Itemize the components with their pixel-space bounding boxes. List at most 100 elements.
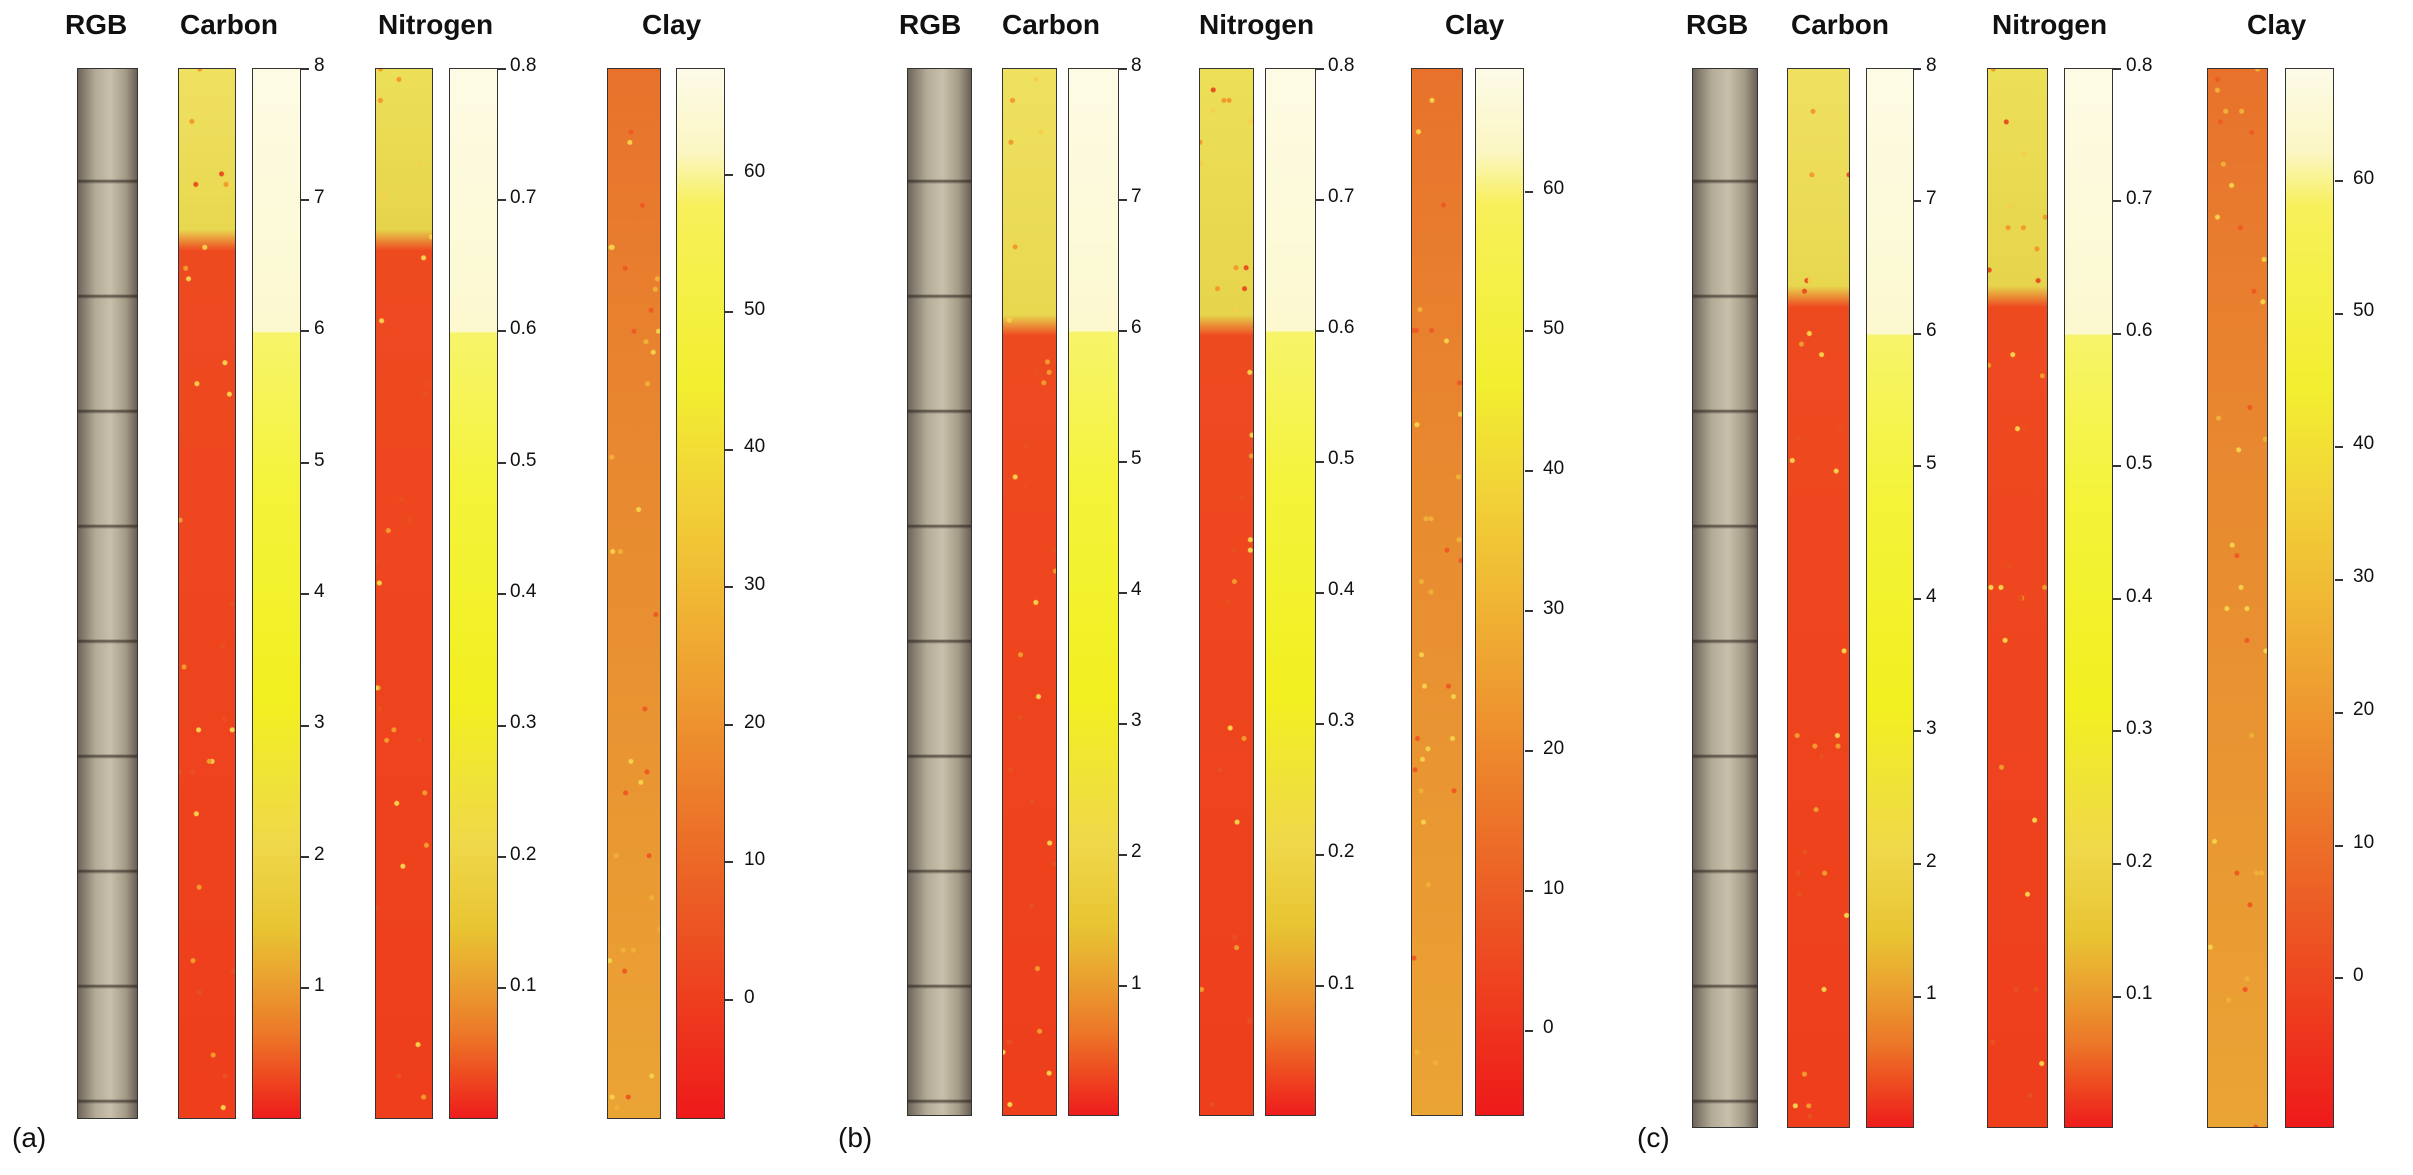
panel-a-nitrogen-tick-mark bbox=[498, 68, 506, 70]
panel-c-nitrogen-map bbox=[1987, 68, 2048, 1128]
panel-c-clay-tick-mark bbox=[2335, 180, 2343, 182]
panel-a-nitrogen-tick-label: 0.5 bbox=[510, 450, 536, 472]
panel-b-nitrogen-tick-mark bbox=[1316, 985, 1324, 987]
panel-a-clay-tick-mark bbox=[725, 449, 733, 451]
panel-c-carbon-tick-label: 6 bbox=[1926, 320, 1937, 342]
panel-b-clay-tick-mark bbox=[1525, 750, 1533, 752]
panel-a-nitrogen-tick-label: 0.3 bbox=[510, 712, 536, 734]
panel-b-clay-tick-label: 60 bbox=[1543, 178, 1564, 200]
panel-b-carbon-tick-label: 6 bbox=[1131, 317, 1142, 339]
panel-a-nitrogen-tick-mark bbox=[498, 987, 506, 989]
panel-b-carbon-tick-mark bbox=[1119, 723, 1127, 725]
panel-c-nitrogen-tick-mark bbox=[2113, 598, 2121, 600]
panel-b-carbon-tick-mark bbox=[1119, 330, 1127, 332]
panel-a-clay-tick-mark bbox=[725, 724, 733, 726]
panel-a-clay-tick-mark bbox=[725, 999, 733, 1001]
panel-a-clay-tick-label: 50 bbox=[744, 299, 765, 321]
panel-b-header-rgb: RGB bbox=[899, 9, 961, 41]
panel-b-nitrogen-tick-label: 0.8 bbox=[1328, 55, 1354, 77]
panel-a-carbon-tick-label: 1 bbox=[314, 975, 325, 997]
panel-c-carbon-tick-label: 8 bbox=[1926, 55, 1937, 77]
panel-a-nitrogen-tick-mark bbox=[498, 199, 506, 201]
panel-a-carbon-tick-mark bbox=[301, 199, 309, 201]
panel-b-carbon-tick-mark bbox=[1119, 199, 1127, 201]
panel-a-clay-tick-label: 0 bbox=[744, 987, 755, 1009]
panel-a-nitrogen-tick-label: 0.2 bbox=[510, 844, 536, 866]
panel-c-nitrogen-tick-mark bbox=[2113, 333, 2121, 335]
panel-c-clay-tick-label: 40 bbox=[2353, 433, 2374, 455]
panel-b-header-carbon: Carbon bbox=[1002, 9, 1100, 41]
panel-c-clay-tick-label: 50 bbox=[2353, 300, 2374, 322]
panel-a-carbon-tick-mark bbox=[301, 987, 309, 989]
panel-c-nitrogen-tick-mark bbox=[2113, 465, 2121, 467]
panel-b-clay-tick-label: 20 bbox=[1543, 738, 1564, 760]
panel-c-carbon-tick-mark bbox=[1913, 200, 1921, 202]
panel-a-nitrogen-tick-mark bbox=[498, 593, 506, 595]
panel-a-nitrogen-tick-label: 0.6 bbox=[510, 318, 536, 340]
panel-b-clay-tick-label: 50 bbox=[1543, 318, 1564, 340]
panel-c-nitrogen-scale bbox=[2064, 68, 2113, 1128]
panel-c-clay-tick-mark bbox=[2335, 579, 2343, 581]
panel-a-carbon-tick-label: 5 bbox=[314, 450, 325, 472]
panel-a-header-carbon: Carbon bbox=[180, 9, 278, 41]
panel-b-carbon-tick-label: 1 bbox=[1131, 973, 1142, 995]
panel-c-carbon-tick-mark bbox=[1913, 730, 1921, 732]
panel-c-carbon-tick-label: 4 bbox=[1926, 586, 1937, 608]
panel-a-clay-tick-label: 20 bbox=[744, 712, 765, 734]
panel-b-nitrogen-tick-mark bbox=[1316, 854, 1324, 856]
panel-b-clay-tick-mark bbox=[1525, 890, 1533, 892]
panel-b-carbon-tick-mark bbox=[1119, 985, 1127, 987]
panel-c-clay-tick-label: 20 bbox=[2353, 699, 2374, 721]
panel-c-header-rgb: RGB bbox=[1686, 9, 1748, 41]
panel-a-carbon-tick-label: 6 bbox=[314, 318, 325, 340]
panel-a-carbon-map bbox=[178, 68, 236, 1119]
panel-b-header-clay: Clay bbox=[1445, 9, 1504, 41]
panel-a-clay-tick-label: 60 bbox=[744, 161, 765, 183]
panel-b-nitrogen-scale bbox=[1265, 68, 1316, 1116]
panel-a-clay-tick-mark bbox=[725, 861, 733, 863]
panel-c-nitrogen-tick-label: 0.2 bbox=[2126, 851, 2152, 873]
panel-a-nitrogen-tick-mark bbox=[498, 725, 506, 727]
panel-a-carbon-tick-label: 8 bbox=[314, 55, 325, 77]
panel-b-clay-tick-mark bbox=[1525, 610, 1533, 612]
panel-c-carbon-tick-label: 7 bbox=[1926, 188, 1937, 210]
panel-c-nitrogen-tick-label: 0.5 bbox=[2126, 453, 2152, 475]
panel-b-carbon-tick-mark bbox=[1119, 854, 1127, 856]
panel-b-clay-tick-label: 40 bbox=[1543, 458, 1564, 480]
panel-c-nitrogen-tick-mark bbox=[2113, 863, 2121, 865]
panel-a-clay-tick-label: 10 bbox=[744, 849, 765, 871]
panel-b-nitrogen-tick-label: 0.7 bbox=[1328, 186, 1354, 208]
panel-c-clay-tick-label: 30 bbox=[2353, 566, 2374, 588]
panel-a-nitrogen-tick-label: 0.4 bbox=[510, 581, 536, 603]
panel-c-carbon-scale bbox=[1866, 68, 1914, 1128]
panel-a-nitrogen-tick-label: 0.8 bbox=[510, 55, 536, 77]
panel-c-clay-tick-mark bbox=[2335, 446, 2343, 448]
panel-b-carbon-tick-label: 7 bbox=[1131, 186, 1142, 208]
panel-a-clay-tick-label: 40 bbox=[744, 436, 765, 458]
panel-a-rgb-core-image bbox=[77, 68, 138, 1119]
panel-a-carbon-tick-mark bbox=[301, 856, 309, 858]
panel-c-clay-tick-mark bbox=[2335, 313, 2343, 315]
panel-a-header-clay: Clay bbox=[642, 9, 701, 41]
panel-a-nitrogen-map bbox=[375, 68, 433, 1119]
panel-b-nitrogen-tick-mark bbox=[1316, 461, 1324, 463]
panel-c-carbon-tick-label: 3 bbox=[1926, 718, 1937, 740]
panel-c-nitrogen-tick-mark bbox=[2113, 200, 2121, 202]
panel-c-clay-tick-mark bbox=[2335, 845, 2343, 847]
panel-c-nitrogen-tick-label: 0.7 bbox=[2126, 188, 2152, 210]
panel-c-clay-scale bbox=[2285, 68, 2334, 1128]
panel-b-carbon-tick-label: 5 bbox=[1131, 448, 1142, 470]
panel-b-nitrogen-tick-label: 0.6 bbox=[1328, 317, 1354, 339]
panel-b-nitrogen-tick-label: 0.2 bbox=[1328, 841, 1354, 863]
panel-a-nitrogen-tick-label: 0.1 bbox=[510, 975, 536, 997]
panel-c-nitrogen-tick-label: 0.3 bbox=[2126, 718, 2152, 740]
panel-b-carbon-tick-label: 8 bbox=[1131, 55, 1142, 77]
panel-a-carbon-tick-mark bbox=[301, 68, 309, 70]
panel-b-nitrogen-tick-label: 0.1 bbox=[1328, 973, 1354, 995]
panel-a-clay-map bbox=[607, 68, 661, 1119]
panel-b-nitrogen-map bbox=[1199, 68, 1254, 1116]
panel-c-clay-tick-label: 10 bbox=[2353, 832, 2374, 854]
panel-a-clay-tick-label: 30 bbox=[744, 574, 765, 596]
panel-a-nitrogen-tick-mark bbox=[498, 856, 506, 858]
